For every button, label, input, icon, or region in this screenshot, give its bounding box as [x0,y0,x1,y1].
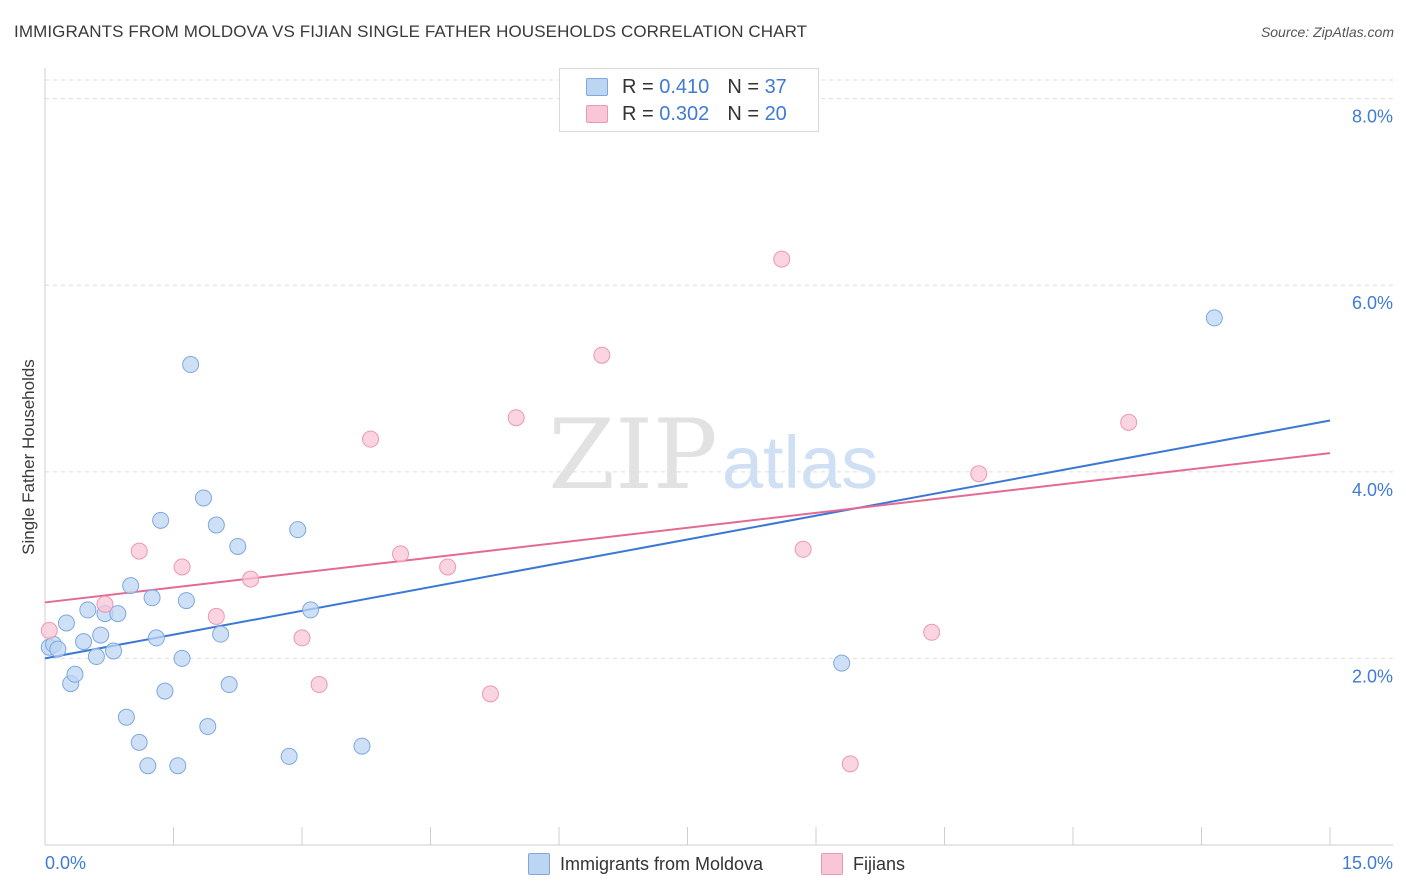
legend-label: Fijians [853,853,906,874]
data-point-moldova [177,592,195,610]
data-point-moldova [1205,309,1223,327]
legend-row-fijians: R = 0.302 N = 20 [586,101,787,127]
data-point-moldova [194,489,212,507]
data-point-moldova [143,589,161,607]
source-label: Source: ZipAtlas.com [1260,24,1394,40]
n-value: 37 [764,75,787,98]
data-point-fijians [207,607,225,625]
data-point-fijians [130,542,148,560]
legend-row-moldova: R = 0.410 N = 37 [586,74,787,100]
data-point-moldova [130,733,148,751]
data-point-moldova [199,718,217,736]
data-point-fijians [392,545,410,563]
legend-item-moldova[interactable]: Immigrants from Moldova [528,852,763,876]
data-point-fijians [1120,413,1138,431]
data-point-fijians [970,465,988,483]
data-points [40,250,1223,775]
data-point-moldova [289,521,307,539]
data-point-moldova [87,648,105,666]
data-point-moldova [92,626,110,644]
legend-swatch-blue [528,853,550,875]
y-tick-labels: 2.0% 4.0% 6.0% 8.0% [1352,107,1393,687]
data-point-moldova [109,605,127,623]
data-point-moldova [212,625,230,643]
data-point-fijians [507,409,525,427]
data-point-moldova [139,757,157,775]
data-point-moldova [156,682,174,700]
x-tick-label: 15.0% [1342,853,1393,873]
data-point-fijians [481,685,499,703]
correlation-legend: R = 0.410 N = 37 R = 0.302 N = 20 [559,68,819,132]
y-tick-label: 8.0% [1352,107,1393,127]
data-point-moldova [280,747,298,765]
legend-swatch-blue [586,78,608,96]
data-point-moldova [182,356,200,374]
data-point-moldova [302,601,320,619]
chart-title: IMMIGRANTS FROM MOLDOVA VS FIJIAN SINGLE… [14,22,808,41]
trend-line-moldova [44,419,1331,660]
r-label: R = [622,102,654,125]
data-point-moldova [79,601,97,619]
y-tick-label: 6.0% [1352,293,1393,313]
data-point-fijians [593,346,611,364]
data-point-fijians [923,623,941,641]
data-point-fijians [841,755,859,773]
data-point-moldova [57,614,75,632]
y-axis-label: Single Father Households [19,359,38,555]
data-point-moldova [229,537,247,555]
data-point-moldova [117,708,135,726]
data-point-moldova [49,640,67,658]
data-point-moldova [353,737,371,755]
r-label: R = [622,75,654,98]
data-point-fijians [773,250,791,268]
data-point-moldova [169,757,187,775]
data-point-fijians [242,570,260,588]
axes [44,68,1393,846]
data-point-moldova [220,676,238,694]
data-point-moldova [152,511,170,529]
legend-label: Immigrants from Moldova [560,853,764,874]
data-point-moldova [833,654,851,672]
n-label: N = [727,75,759,98]
data-point-moldova [147,629,165,647]
data-point-fijians [173,558,191,576]
n-label: N = [727,102,759,125]
watermark-atlas: atlas [722,421,878,504]
data-point-fijians [362,430,380,448]
r-value: 0.302 [659,102,710,125]
watermark-zip: ZIP [548,399,717,511]
data-point-moldova [75,633,93,651]
data-point-fijians [794,540,812,558]
legend-swatch-pink [586,105,608,123]
y-tick-label: 2.0% [1352,666,1393,686]
x-tick-labels: 0.0% 15.0% [45,853,1393,873]
data-point-fijians [310,676,328,694]
y-tick-label: 4.0% [1352,480,1393,500]
data-point-fijians [40,621,58,639]
trend-lines [44,419,1331,660]
n-value: 20 [764,102,787,125]
data-point-fijians [96,595,114,613]
watermark: ZIP atlas [548,399,878,511]
r-value: 0.410 [659,75,710,98]
data-point-fijians [293,629,311,647]
x-tick-label: 0.0% [45,853,86,873]
data-point-moldova [66,665,84,683]
trend-line-fijians [44,452,1331,604]
data-point-moldova [122,577,140,595]
data-point-moldova [105,642,123,660]
data-point-moldova [173,649,191,667]
legend-item-fijians[interactable]: Fijians [821,852,905,876]
data-point-moldova [207,516,225,534]
data-point-fijians [439,558,457,576]
legend-swatch-pink [821,853,843,875]
